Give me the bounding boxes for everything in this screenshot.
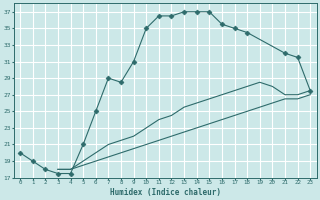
X-axis label: Humidex (Indice chaleur): Humidex (Indice chaleur) <box>110 188 220 197</box>
